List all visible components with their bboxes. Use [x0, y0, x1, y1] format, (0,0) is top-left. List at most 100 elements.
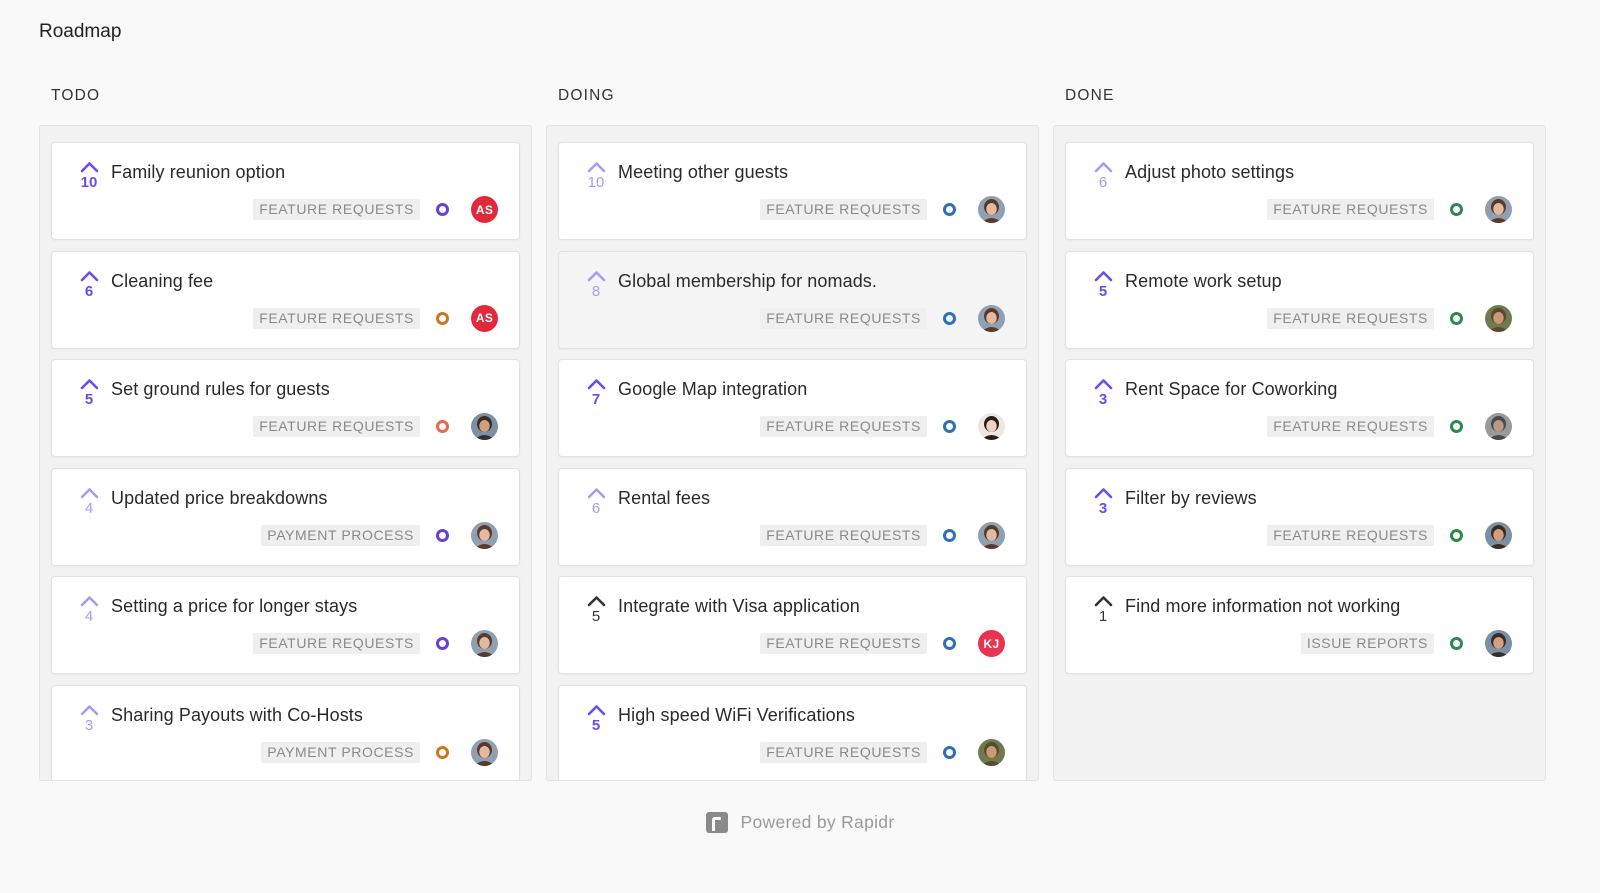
upvote-button[interactable]: 5: [1092, 270, 1114, 300]
vote-count: 10: [80, 174, 98, 191]
column-done: DONE 6 Adjust photo settings FEATURE REQUES…: [1053, 84, 1546, 781]
card-title[interactable]: Filter by reviews: [1125, 487, 1257, 508]
upvote-button[interactable]: 3: [1092, 378, 1114, 408]
roadmap-card[interactable]: 10 Meeting other guests FEATURE REQUESTS: [558, 142, 1027, 240]
upvote-button[interactable]: 4: [78, 487, 100, 517]
category-tag[interactable]: FEATURE REQUESTS: [253, 633, 420, 654]
upvote-button[interactable]: 5: [78, 378, 100, 408]
card-title[interactable]: Remote work setup: [1125, 270, 1282, 291]
roadmap-card[interactable]: 10 Family reunion option FEATURE REQUESTS A…: [51, 142, 520, 240]
column-header: DOING: [558, 87, 615, 104]
upvote-button[interactable]: 1: [1092, 595, 1114, 625]
roadmap-card[interactable]: 5 Set ground rules for guests FEATURE REQU…: [51, 359, 520, 457]
roadmap-card[interactable]: 8 Global membership for nomads. FEATURE RE…: [558, 250, 1027, 349]
card-title[interactable]: Setting a price for longer stays: [111, 596, 358, 616]
category-tag[interactable]: FEATURE REQUESTS: [1267, 524, 1434, 546]
avatar-initials: KJ: [978, 630, 1005, 657]
vote-count: 4: [84, 608, 94, 625]
upvote-button[interactable]: 8: [585, 270, 607, 300]
avatar: [1485, 521, 1512, 549]
vote-count: 1: [1098, 608, 1108, 625]
roadmap-card[interactable]: 6 Cleaning fee FEATURE REQUESTS AS: [51, 250, 520, 349]
roadmap-card[interactable]: 7 Google Map integration FEATURE REQUESTS: [558, 359, 1027, 457]
card-title[interactable]: Rental fees: [618, 487, 711, 508]
vote-count: 5: [591, 716, 601, 734]
card-title[interactable]: Find more information not working: [1125, 596, 1401, 616]
category-tag[interactable]: FEATURE REQUESTS: [760, 307, 927, 329]
category-tag[interactable]: FEATURE REQUESTS: [760, 416, 927, 437]
card-title[interactable]: Meeting other guests: [618, 162, 789, 182]
roadmap-card[interactable]: 3 Filter by reviews FEATURE REQUESTS: [1065, 467, 1534, 566]
status-circle-icon: [943, 311, 956, 325]
user-photo-icon: [978, 738, 1005, 766]
card-meta: FEATURE REQUESTS AS: [253, 304, 498, 332]
roadmap-card[interactable]: 5 High speed WiFi Verifications FEATURE RE…: [558, 684, 1027, 780]
avatar: [1485, 196, 1512, 223]
roadmap-card[interactable]: 4 Setting a price for longer stays FEATURE…: [51, 576, 520, 674]
vote-count: 3: [84, 716, 94, 734]
card-title[interactable]: High speed WiFi Verifications: [618, 704, 855, 725]
category-tag[interactable]: FEATURE REQUESTS: [760, 199, 927, 220]
avatar: [1485, 304, 1512, 332]
status-circle-icon: [436, 637, 449, 650]
card-title[interactable]: Google Map integration: [618, 379, 808, 399]
category-tag[interactable]: PAYMENT PROCESS: [261, 741, 420, 763]
category-tag[interactable]: FEATURE REQUESTS: [1267, 416, 1434, 437]
status-circle-icon: [436, 528, 449, 542]
category-tag[interactable]: FEATURE REQUESTS: [1267, 307, 1434, 329]
category-tag[interactable]: FEATURE REQUESTS: [760, 524, 927, 546]
upvote-button[interactable]: 3: [1092, 487, 1114, 517]
card-title[interactable]: Set ground rules for guests: [111, 379, 330, 399]
card-meta: FEATURE REQUESTS: [1267, 304, 1512, 332]
card-meta: FEATURE REQUESTS: [760, 738, 1005, 766]
card-title[interactable]: Cleaning fee: [111, 270, 214, 291]
card-meta: FEATURE REQUESTS: [760, 413, 1005, 440]
card-title[interactable]: Integrate with Visa application: [618, 596, 860, 616]
category-tag[interactable]: PAYMENT PROCESS: [261, 524, 420, 546]
roadmap-card[interactable]: 5 Remote work setup FEATURE REQUESTS: [1065, 250, 1534, 349]
category-tag[interactable]: FEATURE REQUESTS: [760, 633, 927, 654]
category-tag[interactable]: FEATURE REQUESTS: [1267, 199, 1434, 220]
upvote-button[interactable]: 7: [585, 378, 607, 408]
vote-count: 10: [587, 174, 605, 191]
card-title[interactable]: Rent Space for Coworking: [1125, 379, 1338, 399]
user-photo-icon: [471, 521, 498, 549]
category-tag[interactable]: FEATURE REQUESTS: [253, 307, 420, 329]
roadmap-card[interactable]: 6 Adjust photo settings FEATURE REQUESTS: [1065, 142, 1534, 240]
card-meta: FEATURE REQUESTS: [1267, 413, 1512, 440]
category-tag[interactable]: FEATURE REQUESTS: [760, 741, 927, 763]
avatar: [471, 521, 498, 549]
category-tag[interactable]: FEATURE REQUESTS: [253, 416, 420, 437]
upvote-button[interactable]: 6: [585, 487, 607, 517]
powered-by-text: Powered by Rapidr: [740, 812, 895, 832]
user-photo-icon: [978, 413, 1005, 440]
card-meta: FEATURE REQUESTS: [1267, 521, 1512, 549]
roadmap-card[interactable]: 3 Rent Space for Coworking FEATURE REQUEST…: [1065, 359, 1534, 457]
upvote-button[interactable]: 10: [585, 161, 607, 191]
category-tag[interactable]: ISSUE REPORTS: [1300, 633, 1434, 654]
roadmap-card[interactable]: 3 Sharing Payouts with Co-Hosts PAYMENT PR…: [51, 684, 520, 780]
upvote-button[interactable]: 6: [1092, 161, 1114, 191]
category-tag[interactable]: FEATURE REQUESTS: [253, 199, 420, 220]
roadmap-card[interactable]: 6 Rental fees FEATURE REQUESTS: [558, 467, 1027, 566]
card-title[interactable]: Sharing Payouts with Co-Hosts: [111, 704, 364, 725]
user-photo-icon: [1485, 413, 1512, 440]
card-title[interactable]: Adjust photo settings: [1125, 162, 1295, 182]
column-doing: DOING 10 Meeting other guests FEATURE REQUE…: [546, 84, 1039, 781]
upvote-button[interactable]: 6: [78, 270, 100, 300]
card-title[interactable]: Global membership for nomads.: [618, 270, 878, 291]
roadmap-card[interactable]: 5 Integrate with Visa application FEATURE …: [558, 576, 1027, 674]
roadmap-card[interactable]: 4 Updated price breakdowns PAYMENT PROCESS: [51, 467, 520, 566]
upvote-button[interactable]: 5: [585, 595, 607, 625]
status-circle-icon: [1450, 637, 1463, 650]
upvote-button[interactable]: 3: [78, 704, 100, 734]
roadmap-card[interactable]: 1 Find more information not working ISSUE …: [1065, 576, 1534, 674]
upvote-button[interactable]: 4: [78, 595, 100, 625]
upvote-button[interactable]: 5: [585, 704, 607, 734]
card-title[interactable]: Family reunion option: [111, 162, 286, 182]
status-circle-icon: [943, 745, 956, 759]
card-title[interactable]: Updated price breakdowns: [111, 487, 328, 508]
powered-by-footer[interactable]: Powered by Rapidr: [0, 812, 1600, 833]
upvote-button[interactable]: 10: [78, 161, 100, 191]
vote-count: 6: [1098, 174, 1108, 191]
